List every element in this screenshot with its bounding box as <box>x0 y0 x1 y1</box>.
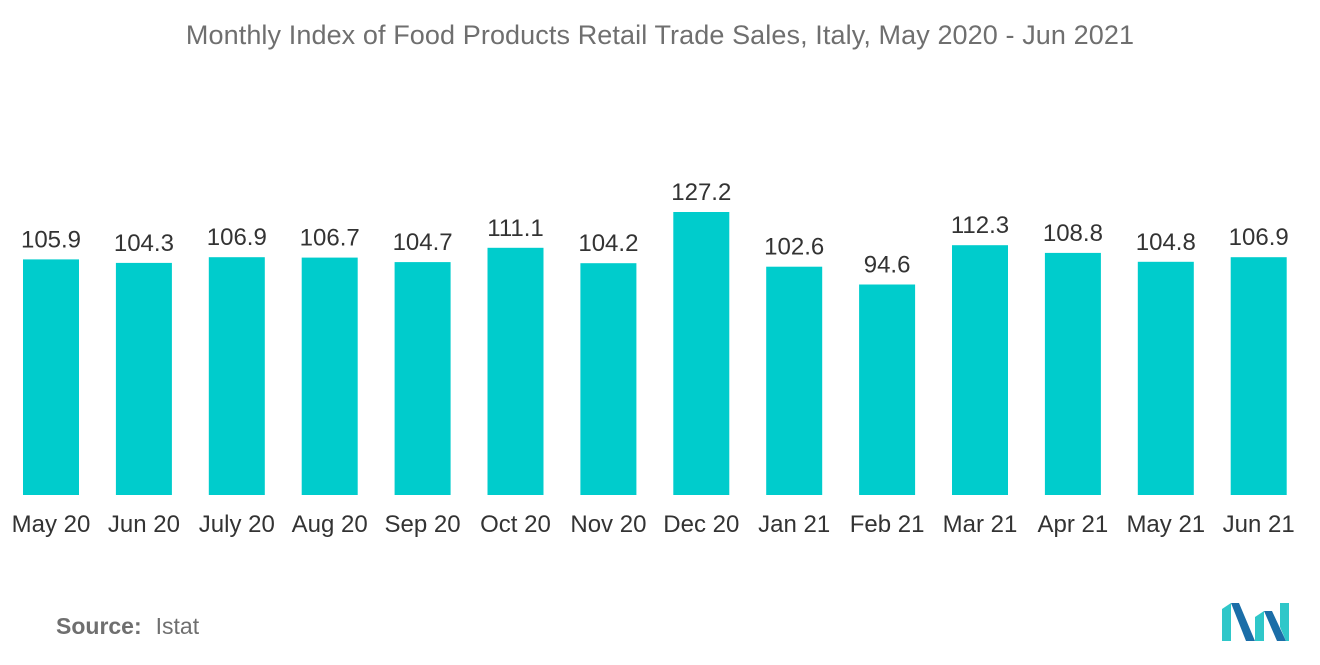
x-tick-label: Aug 20 <box>292 511 368 538</box>
mordor-intelligence-logo-icon <box>1222 603 1289 641</box>
bar-nov-20 <box>580 263 637 495</box>
logo-right-stroke <box>1280 603 1289 641</box>
x-tick-label: Sep 20 <box>385 511 461 538</box>
data-label: 104.2 <box>578 230 638 257</box>
x-tick-label: Dec 20 <box>663 511 739 538</box>
data-label: 111.1 <box>487 215 544 242</box>
bar-jun-21 <box>1230 257 1287 495</box>
chart-title: Monthly Index of Food Products Retail Tr… <box>185 20 1135 50</box>
x-tick-label: May 21 <box>1126 511 1205 538</box>
logo-left-stroke <box>1222 603 1231 641</box>
data-label: 102.6 <box>764 234 824 261</box>
source-value: Istat <box>155 613 200 639</box>
x-tick-label: Nov 20 <box>570 511 646 538</box>
bar-chart: 105.9 May 20 104.3 Jun 20 106.9 July 20 106.7 A… <box>12 179 1295 538</box>
data-label: 94.6 <box>864 252 911 279</box>
x-tick-label: Feb 21 <box>850 511 925 538</box>
x-tick-label: Oct 20 <box>480 511 551 538</box>
bar-aug-20 <box>301 257 358 495</box>
x-tick-label: Apr 21 <box>1038 511 1109 538</box>
logo-right-diagonal <box>1264 611 1286 641</box>
bar-may-21 <box>1137 261 1194 495</box>
bar-may-20 <box>23 259 79 495</box>
bar-jan-21 <box>766 266 823 495</box>
data-label: 106.7 <box>300 225 360 252</box>
x-tick-label: Jun 21 <box>1223 511 1295 538</box>
data-label: 112.3 <box>951 212 1009 239</box>
x-tick-label: Jun 20 <box>108 511 180 538</box>
bar-july-20 <box>208 257 265 495</box>
data-label: 106.9 <box>207 224 267 251</box>
logo-left-diagonal <box>1231 603 1255 641</box>
x-tick-label: July 20 <box>199 511 275 538</box>
data-label: 104.3 <box>114 230 174 257</box>
x-tick-label: Mar 21 <box>943 511 1018 538</box>
bar-dec-20 <box>673 212 730 495</box>
data-label: 106.9 <box>1229 224 1289 251</box>
data-label: 108.8 <box>1043 220 1103 247</box>
x-tick-label: Jan 21 <box>758 511 830 538</box>
bar-sep-20 <box>394 262 451 495</box>
bar-jun-20 <box>115 262 172 495</box>
logo-middle-stroke <box>1255 611 1264 641</box>
bar-mar-21 <box>952 245 1008 495</box>
data-label: 104.8 <box>1136 229 1196 256</box>
source-label: Source: <box>56 613 142 639</box>
bar-feb-21 <box>859 284 916 495</box>
data-label: 127.2 <box>671 179 731 206</box>
bar-oct-20 <box>487 247 544 495</box>
data-label: 105.9 <box>21 226 81 253</box>
data-label: 104.7 <box>393 229 453 256</box>
x-tick-label: May 20 <box>12 511 91 538</box>
source-note: Source: Istat <box>56 613 199 640</box>
bar-apr-21 <box>1044 252 1101 495</box>
